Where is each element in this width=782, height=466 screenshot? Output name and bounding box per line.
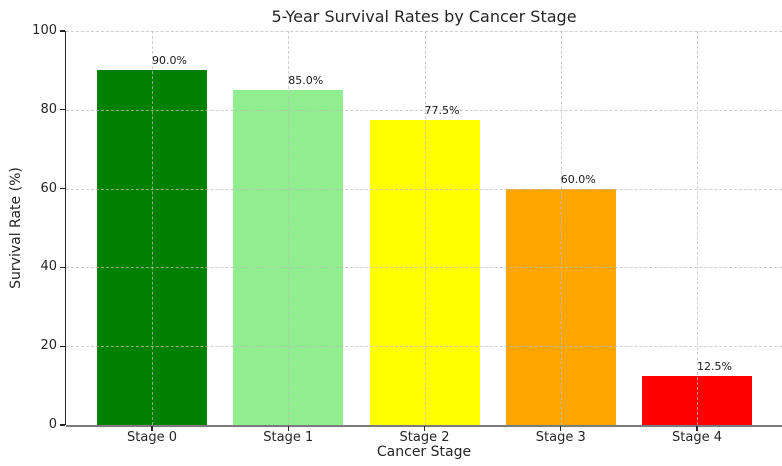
x-tick-mark [696, 426, 698, 431]
h-gridline [66, 31, 782, 32]
y-tick-label: 40 [40, 259, 57, 275]
h-gridline [66, 188, 782, 190]
h-gridline [66, 109, 782, 111]
v-gridline [697, 31, 698, 425]
x-tick-mark [151, 426, 153, 431]
v-gridline [288, 31, 290, 425]
y-tick-mark [60, 109, 65, 111]
x-axis-spine [66, 424, 782, 427]
bar-value-label: 12.5% [697, 359, 732, 373]
x-tick-label: Stage 0 [127, 430, 177, 445]
v-gridline [424, 31, 426, 425]
bar-value-label: 60.0% [560, 172, 596, 186]
h-gridline [66, 346, 782, 348]
bar-value-label: 90.0% [152, 54, 187, 68]
bar-value-label: 77.5% [424, 103, 460, 117]
x-tick-mark [560, 426, 562, 431]
plot-area: 90.0% 85.0% 77.5% 60.0% 12.5% [66, 31, 782, 425]
x-tick-label: Stage 4 [672, 430, 722, 445]
v-gridline [152, 31, 153, 425]
y-tick-label: 80 [40, 101, 57, 117]
y-tick-label: 60 [40, 180, 57, 196]
x-tick-label: Stage 1 [263, 430, 314, 445]
x-tick-mark [423, 426, 426, 431]
y-tick-label: 0 [48, 417, 57, 432]
chart-title: 5-Year Survival Rates by Cancer Stage [271, 7, 577, 26]
y-tick-mark [60, 30, 65, 32]
x-tick-mark [287, 426, 289, 431]
h-gridline [66, 267, 782, 269]
x-tick-label: Stage 3 [535, 430, 586, 445]
x-axis-label: Cancer Stage [376, 444, 472, 460]
y-tick-mark [60, 345, 65, 347]
y-tick-mark [60, 424, 65, 426]
y-tick-label: 20 [40, 338, 57, 354]
y-tick-mark [60, 187, 65, 190]
x-tick-label: Stage 2 [399, 430, 450, 445]
y-axis-spine [64, 31, 66, 425]
y-tick-label: 100 [32, 23, 57, 38]
y-tick-mark [60, 266, 65, 269]
bar-value-label: 85.0% [288, 74, 324, 88]
v-gridline [560, 31, 562, 425]
